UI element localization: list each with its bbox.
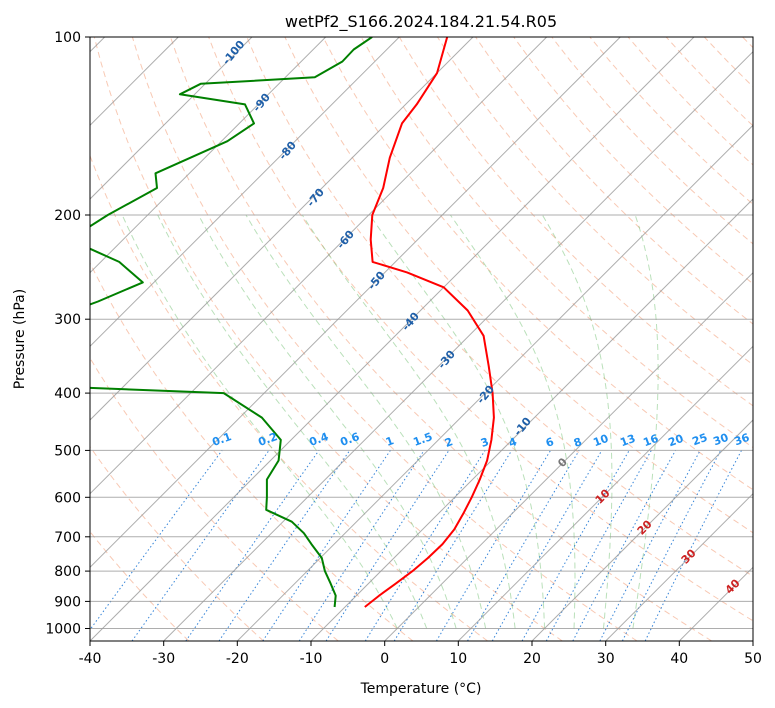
y-tick-label: 600 [54, 490, 81, 506]
moist-adiabat-line [245, 214, 487, 629]
mixing-ratio-label: 1 [384, 434, 396, 449]
dry-adiabat-line [170, 37, 712, 641]
mixing-ratio-label: 16 [641, 432, 660, 450]
mixing-ratio-line [185, 450, 320, 641]
mixing-ratio-label: 0.6 [338, 430, 361, 449]
mixing-ratio-label: 6 [544, 435, 556, 450]
mixing-ratio-line [325, 450, 450, 641]
x-tick-label: 10 [449, 651, 467, 667]
mixing-ratio-label: 2 [443, 435, 455, 450]
x-tick-label: 30 [597, 651, 615, 667]
isotherm-line [163, 50, 753, 641]
axes: -40 -30 -20 -10 0 10 20 30 40 5010020030040050060… [45, 30, 762, 667]
y-tick-label: 900 [54, 594, 81, 610]
mixing-ratio-line [218, 450, 351, 641]
y-tick-label: 200 [54, 208, 81, 224]
isotherm-line [236, 124, 753, 641]
dry-adiabat-line [475, 37, 753, 325]
grid-lines [90, 37, 753, 641]
moist-adiabat-line [121, 214, 398, 629]
mixing-ratio-line [521, 450, 630, 641]
mixing-ratio-label: 36 [732, 431, 751, 449]
mixing-ratio-line [545, 450, 652, 641]
isotherm-line [90, 37, 548, 495]
x-tick-label: 50 [744, 651, 762, 667]
y-tick-label: 500 [54, 443, 81, 459]
mixing-ratio-label: 3 [479, 435, 491, 450]
mixing-ratio-line [572, 450, 676, 641]
dewpoint-profile-line [90, 37, 373, 608]
mixing-ratio-line [298, 450, 425, 641]
y-tick-label: 100 [54, 30, 81, 46]
isotherm-line [310, 198, 753, 641]
mixing-ratio-line [621, 450, 722, 641]
isotherm-line [457, 345, 753, 641]
mixing-ratio-label: 0.4 [307, 430, 330, 449]
isotherm-line [90, 37, 400, 348]
y-tick-label: 300 [54, 312, 81, 328]
mixing-ratio-label: 13 [618, 432, 637, 449]
dry-adiabat-line [90, 357, 339, 641]
chart-title: wetPf2_S166.2024.184.21.54.R05 [285, 12, 557, 32]
plot-frame [89, 36, 754, 642]
y-axis-label: Pressure (hPa) [12, 289, 28, 389]
mixing-ratio-line [90, 450, 223, 631]
x-tick-label: -20 [226, 651, 249, 667]
dry-adiabat-line [90, 261, 414, 641]
dry-adiabat-line [246, 37, 753, 577]
x-tick-label: 20 [523, 651, 541, 667]
isotherm-line [605, 492, 753, 641]
x-axis-label: Temperature (°C) [360, 681, 482, 697]
dry-adiabat-line [131, 37, 638, 641]
profile-lines [90, 37, 495, 608]
isotherm-line [90, 37, 253, 200]
isotherm-line [90, 37, 474, 421]
x-tick-label: -10 [300, 651, 323, 667]
isotherm-line [90, 37, 695, 641]
x-tick-label: -40 [79, 651, 102, 667]
x-tick-label: -30 [152, 651, 175, 667]
mixing-ratio-label: 0.2 [256, 430, 279, 449]
isotherm-line [531, 419, 753, 641]
mixing-ratio-line [644, 450, 742, 641]
mixing-ratio-label: 20 [666, 432, 685, 450]
dry-adiabat-line [208, 37, 753, 622]
isotherm-line [384, 271, 753, 641]
mixing-ratio-label: 10 [591, 432, 610, 450]
dry-adiabat-line [90, 445, 264, 641]
dry-adiabat-line [93, 37, 563, 641]
isotherm-line [90, 37, 621, 569]
mixing-ratio-label: 25 [690, 431, 709, 448]
temperature-profile-line [364, 37, 495, 608]
mixing-ratio-line [262, 450, 391, 641]
y-tick-label: 700 [54, 530, 81, 546]
mixing-ratio-label: 1.5 [411, 430, 434, 449]
x-tick-label: 40 [670, 651, 688, 667]
dry-adiabat-line [322, 37, 753, 491]
mixing-ratio-label: 30 [711, 431, 730, 449]
mixing-ratio-label: 4 [507, 435, 519, 450]
dry-adiabat-line [284, 37, 753, 534]
mixing-ratio-line [393, 450, 513, 641]
mixing-ratio-label: 0.1 [210, 430, 233, 449]
y-tick-label: 400 [54, 386, 81, 402]
y-tick-label: 800 [54, 564, 81, 580]
x-tick-label: 0 [380, 651, 389, 667]
y-tick-label: 1000 [45, 622, 81, 638]
mixing-ratio-label: 8 [572, 435, 584, 450]
isotherm-line [90, 37, 327, 274]
dry-adiabat-line [513, 37, 753, 285]
